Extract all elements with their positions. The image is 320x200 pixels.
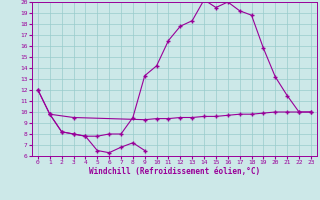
X-axis label: Windchill (Refroidissement éolien,°C): Windchill (Refroidissement éolien,°C) (89, 167, 260, 176)
